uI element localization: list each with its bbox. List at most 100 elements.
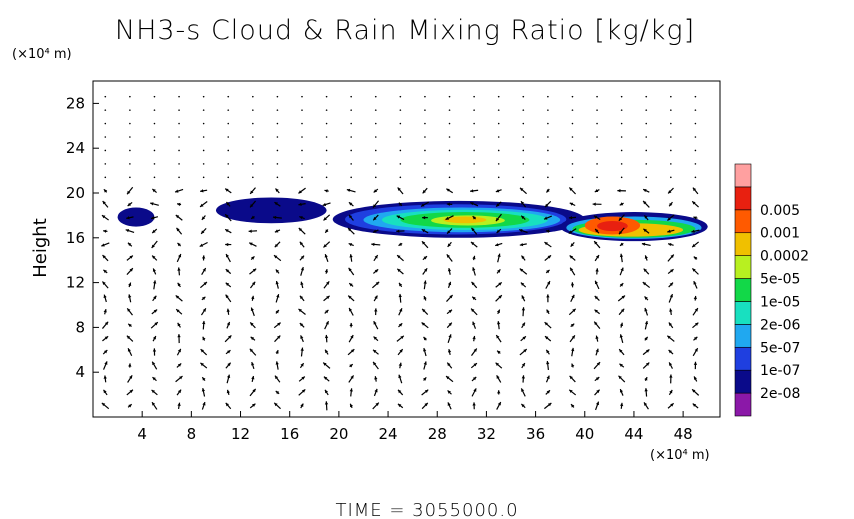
- wind-vector: [374, 122, 377, 125]
- wind-vector: [619, 242, 624, 247]
- wind-vector: [325, 176, 328, 179]
- wind-vector: [151, 188, 157, 194]
- wind-vector: [693, 361, 698, 370]
- wind-vector: [497, 95, 500, 98]
- wind-vector: [300, 281, 304, 289]
- wind-vector: [544, 241, 552, 248]
- wind-vector: [324, 401, 329, 411]
- wind-vector: [670, 149, 672, 152]
- wind-vector: [176, 227, 183, 235]
- wind-vector: [446, 309, 453, 315]
- wind-vector: [594, 389, 601, 396]
- wind-vector: [617, 295, 626, 302]
- wind-vector: [301, 109, 303, 111]
- colorbar-level-label: 0.005: [760, 203, 800, 219]
- wind-vector: [694, 176, 697, 179]
- wind-vector: [298, 308, 306, 315]
- wind-vector: [325, 136, 328, 138]
- wind-vector: [496, 228, 502, 234]
- wind-vector: [350, 176, 352, 179]
- y-axis-label: Height: [30, 218, 51, 278]
- wind-vector: [202, 320, 206, 330]
- mixing-ratio-region-0: [117, 207, 155, 227]
- wind-vector: [274, 201, 281, 207]
- wind-vector: [373, 388, 378, 397]
- wind-vector: [596, 122, 598, 125]
- wind-vector: [423, 336, 427, 341]
- wind-vector: [618, 308, 625, 316]
- wind-vector: [323, 241, 331, 248]
- wind-vector: [619, 253, 624, 263]
- wind-vector: [570, 323, 575, 328]
- wind-vector: [128, 363, 132, 368]
- wind-vector: [470, 189, 479, 193]
- wind-vector: [447, 267, 452, 275]
- wind-vector: [103, 375, 107, 383]
- wind-vector: [227, 122, 230, 125]
- wind-vector: [594, 280, 600, 290]
- wind-vector: [399, 109, 402, 111]
- wind-vector: [445, 215, 454, 221]
- wind-vector: [176, 363, 182, 368]
- wind-vector: [670, 122, 672, 125]
- wind-vector: [299, 362, 305, 369]
- wind-vector: [596, 95, 598, 98]
- wind-vector: [103, 294, 107, 303]
- wind-vector: [177, 402, 181, 410]
- wind-vector: [178, 95, 180, 98]
- wind-vector: [691, 388, 700, 396]
- wind-vector: [668, 282, 674, 288]
- wind-vector: [568, 308, 577, 316]
- wind-vector: [225, 242, 232, 247]
- wind-vector: [301, 163, 303, 165]
- wind-vector: [225, 282, 232, 288]
- wind-vector: [495, 189, 502, 193]
- y-tick-label: 20: [66, 184, 85, 202]
- wind-vector: [301, 95, 303, 98]
- wind-vector: [153, 109, 156, 111]
- wind-vector: [568, 216, 577, 220]
- wind-vector: [325, 149, 328, 152]
- wind-vector: [126, 307, 133, 316]
- wind-vector: [570, 282, 575, 288]
- wind-vector: [644, 388, 648, 397]
- wind-vector: [301, 176, 303, 179]
- y-axis-unit: (×10⁴ m): [12, 47, 72, 62]
- wind-vector: [595, 348, 599, 356]
- wind-vector: [473, 95, 475, 98]
- wind-vector: [126, 216, 134, 220]
- wind-vector: [446, 322, 453, 329]
- wind-vector: [227, 136, 230, 138]
- wind-vector: [545, 349, 550, 355]
- wind-vector: [104, 109, 107, 111]
- wind-vector: [670, 95, 672, 98]
- wind-vector: [397, 389, 404, 396]
- wind-vector: [373, 188, 379, 193]
- wind-vector: [152, 348, 157, 356]
- wind-vector: [152, 268, 157, 275]
- wind-vector: [472, 335, 476, 342]
- wind-vector: [644, 307, 649, 316]
- wind-vector: [469, 201, 479, 207]
- wind-vector: [424, 122, 426, 125]
- wind-vector: [249, 281, 256, 289]
- wind-vector: [374, 163, 377, 165]
- wind-vector: [571, 95, 574, 98]
- wind-vector: [399, 176, 402, 179]
- wind-vector: [301, 149, 303, 152]
- wind-vector: [276, 109, 279, 111]
- wind-vector: [227, 95, 230, 98]
- wind-vector: [127, 201, 133, 207]
- wind-vector: [178, 136, 180, 138]
- wind-vector: [126, 335, 134, 342]
- wind-vector: [496, 321, 501, 330]
- wind-vector: [153, 136, 156, 138]
- wind-vector: [175, 294, 183, 302]
- wind-vector: [496, 401, 502, 410]
- wind-vector: [101, 214, 109, 221]
- wind-vector: [250, 307, 255, 317]
- wind-vector: [175, 375, 183, 383]
- wind-vector: [348, 375, 355, 383]
- wind-vector: [571, 109, 574, 111]
- wind-vector: [445, 375, 454, 383]
